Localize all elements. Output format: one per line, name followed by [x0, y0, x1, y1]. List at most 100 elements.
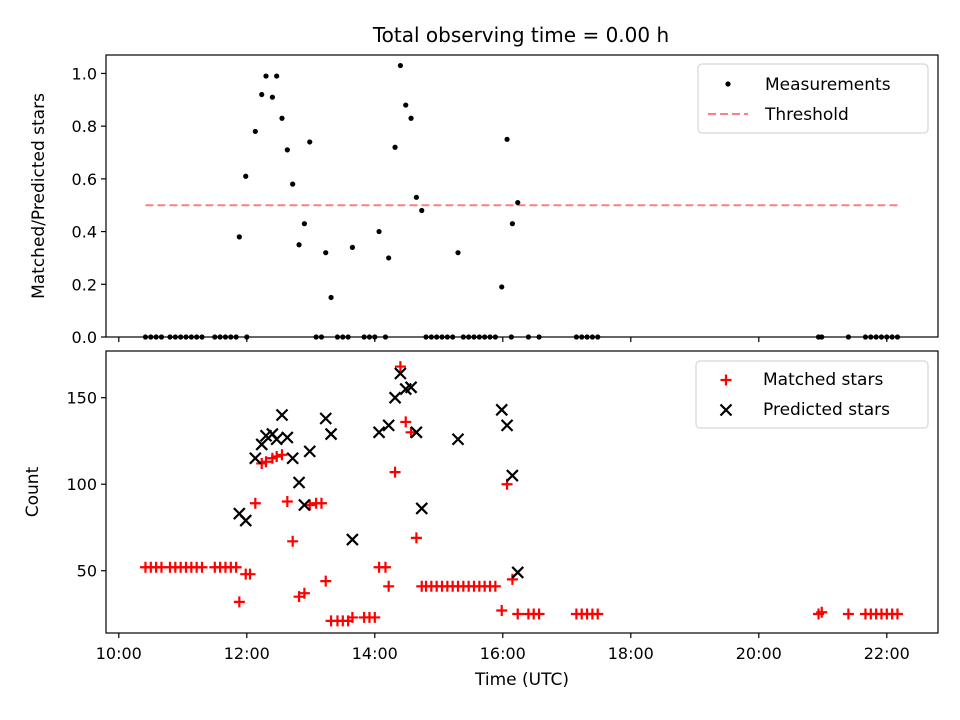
measurement-point [413, 194, 419, 200]
measurement-point [419, 207, 425, 214]
measurement-point [274, 73, 280, 79]
predicted-star-point [324, 427, 338, 441]
measurement-point [873, 334, 879, 340]
matched-star-point [304, 499, 316, 511]
measurement-point [884, 334, 890, 340]
y-axis-label: Count [23, 466, 43, 517]
measurement-point [244, 334, 250, 340]
matched-star-point [400, 416, 412, 428]
measurement-point [307, 139, 313, 145]
measurement-point [862, 334, 869, 340]
measurement-point [178, 334, 184, 340]
matched-star-point [230, 561, 242, 573]
predicted-star-point [451, 432, 465, 446]
matched-star-point [489, 580, 501, 592]
predicted-star-point [275, 408, 289, 422]
measurement-point [460, 334, 466, 340]
y-axis-label: Matched/Predicted stars [29, 93, 49, 299]
measurement-point [482, 334, 488, 340]
measurement-point [243, 173, 249, 179]
predicted-star-point [394, 367, 407, 380]
measurement-point [376, 228, 382, 235]
measurement-point [509, 221, 515, 227]
measurement-point [194, 334, 200, 340]
x-tick-label: 10:00 [96, 644, 142, 663]
measurement-point [323, 250, 329, 256]
measurement-point [172, 334, 178, 340]
predicted-star-point [286, 451, 299, 465]
predicted-star-point [298, 498, 311, 512]
predicted-star-point [249, 451, 262, 465]
measurement-point [334, 334, 341, 340]
measurement-point [584, 334, 590, 340]
measurement-point [573, 334, 580, 340]
measurement-point [382, 334, 389, 340]
y-tick-label: 0.6 [72, 170, 97, 189]
legend-matched-marker [720, 374, 732, 386]
predicted-star-point [270, 432, 283, 446]
measurement-point [434, 334, 440, 340]
measurement-point [450, 334, 456, 340]
matched-star-point [276, 449, 288, 461]
measurement-point [439, 334, 445, 340]
matched-star-point [196, 561, 208, 573]
measurement-point [279, 115, 285, 121]
x-tick-label: 22:00 [864, 644, 910, 663]
measurement-point [142, 334, 149, 340]
measurement-point [259, 91, 265, 98]
measurement-point [301, 221, 307, 227]
measurement-point [487, 334, 493, 340]
measurement-point [233, 334, 239, 340]
matched-star-point [533, 608, 545, 620]
predicted-star-point [415, 502, 429, 515]
ratio-panel: 0.0 0.2 0.4 0.6 0.8 1.0 Matched/Predicted star… [29, 54, 939, 347]
y-tick-label: 100 [66, 475, 97, 494]
legend-threshold-label: Threshold [764, 105, 849, 125]
predicted-star-point [404, 381, 418, 394]
y-tick-label: 0.0 [72, 328, 97, 347]
matched-star-point [496, 605, 508, 617]
matched-star-point [260, 456, 272, 468]
matched-star-point [592, 608, 604, 620]
x-tick-label: 18:00 [608, 644, 654, 663]
predicted-star-point [255, 438, 269, 451]
x-tick-label: 12:00 [224, 644, 270, 663]
measurement-point [158, 334, 165, 340]
legend: Measurements Threshold [697, 63, 929, 134]
measurement-point [492, 334, 498, 340]
measurement-point [589, 334, 596, 340]
matched-star-point [816, 606, 828, 618]
matched-star-point [506, 573, 518, 585]
measurement-point [386, 255, 392, 261]
measurement-point [428, 334, 434, 340]
matched-star-point [346, 611, 358, 623]
matched-star-point [315, 497, 327, 509]
matched-star-point [389, 466, 401, 478]
axes-frame [105, 350, 939, 634]
measurement-point [397, 62, 403, 69]
matched-star-point [281, 496, 293, 508]
matched-star-point [891, 608, 903, 620]
predicted-star-point [506, 469, 519, 482]
measurement-point [167, 334, 173, 340]
legend-predicted-label: Predicted stars [763, 400, 890, 420]
measurement-point [290, 181, 296, 187]
measurement-point [313, 334, 319, 340]
measurement-point [340, 334, 346, 340]
measurement-point [579, 334, 585, 340]
matched-star-point [383, 580, 395, 592]
matched-star-point [320, 575, 332, 587]
predicted-star-point [382, 419, 395, 432]
matched-star-point [369, 611, 381, 623]
legend-frame [695, 360, 929, 429]
y-tick-label: 150 [66, 389, 97, 408]
legend-matched-label: Matched stars [763, 370, 883, 390]
y-tick-label: 1.0 [72, 64, 97, 83]
predicted-star-point [319, 412, 333, 425]
measurement-point [868, 334, 874, 340]
matched-star-point [233, 596, 245, 608]
legend-frame [697, 63, 929, 134]
measurement-point [878, 334, 885, 340]
predicted-star-point [303, 445, 317, 458]
